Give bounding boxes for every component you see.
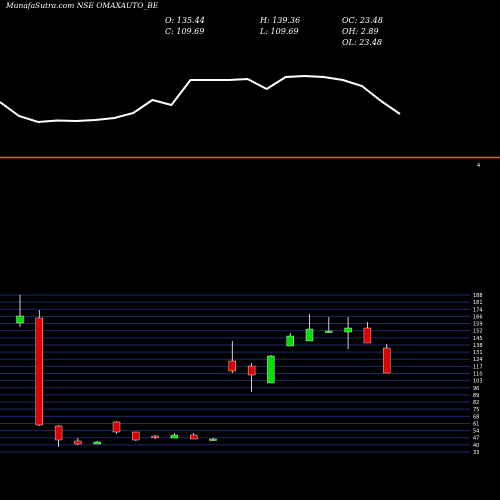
y-tick-label: 103 bbox=[473, 379, 483, 385]
y-tick-label: 166 bbox=[473, 314, 483, 320]
y-tick-label: 181 bbox=[473, 300, 483, 306]
y-tick-label: 152 bbox=[473, 329, 483, 335]
indicator-right-label: 4 bbox=[477, 163, 480, 169]
candle-body bbox=[325, 330, 333, 333]
open-value: O: 135.44 bbox=[165, 16, 205, 25]
candle-body bbox=[35, 317, 43, 426]
candle-body bbox=[189, 434, 198, 440]
candle-body bbox=[228, 360, 237, 372]
y-tick-label: 117 bbox=[473, 364, 483, 370]
candle-body bbox=[151, 435, 159, 438]
candle-body bbox=[383, 347, 391, 374]
low-value: L: 109.69 bbox=[259, 27, 299, 36]
close-value: C: 109.69 bbox=[165, 27, 204, 36]
grid-lines bbox=[0, 294, 470, 453]
y-tick-label: 188 bbox=[473, 293, 483, 299]
y-tick-label: 68 bbox=[473, 414, 479, 420]
candle-body bbox=[170, 434, 179, 439]
y-tick-label: 174 bbox=[473, 307, 483, 313]
oh-value: OH: 2.89 bbox=[342, 27, 379, 36]
y-tick-label: 89 bbox=[473, 393, 479, 399]
chart-title: MunafaSutra.com NSE OMAXAUTO_BE bbox=[5, 1, 159, 10]
y-tick-label: 131 bbox=[473, 350, 483, 356]
candle-body bbox=[363, 327, 372, 344]
y-tick-label: 82 bbox=[473, 400, 479, 406]
candle-body bbox=[74, 440, 82, 445]
candle-body bbox=[209, 438, 217, 441]
candle-body bbox=[305, 328, 314, 342]
candle-body bbox=[132, 431, 140, 441]
y-tick-label: 96 bbox=[473, 386, 479, 392]
y-tick-label: 124 bbox=[473, 357, 483, 363]
candle-body bbox=[247, 365, 256, 376]
candle-body bbox=[16, 315, 24, 324]
y-tick-label: 110 bbox=[473, 372, 483, 378]
y-tick-label: 47 bbox=[473, 436, 479, 442]
y-tick-label: 61 bbox=[473, 421, 479, 427]
candle-body bbox=[93, 441, 101, 445]
high-value: H: 139.36 bbox=[259, 16, 300, 25]
candle-body bbox=[54, 425, 63, 441]
candle-body bbox=[267, 355, 275, 384]
indicator-line bbox=[0, 74, 401, 124]
y-tick-label: 54 bbox=[473, 429, 479, 435]
y-tick-label: 145 bbox=[473, 336, 483, 342]
ol-value: OL: 23.48 bbox=[342, 38, 382, 47]
y-tick-label: 75 bbox=[473, 407, 479, 413]
candle-body bbox=[344, 327, 352, 333]
candle-body bbox=[112, 421, 121, 433]
y-tick-label: 159 bbox=[473, 322, 483, 328]
y-tick-label: 138 bbox=[473, 343, 483, 349]
y-tick-label: 40 bbox=[473, 443, 479, 449]
candle-body bbox=[286, 335, 294, 347]
oc-value: OC: 23.48 bbox=[342, 16, 383, 25]
y-tick-label: 33 bbox=[473, 450, 479, 456]
candles bbox=[16, 295, 391, 447]
